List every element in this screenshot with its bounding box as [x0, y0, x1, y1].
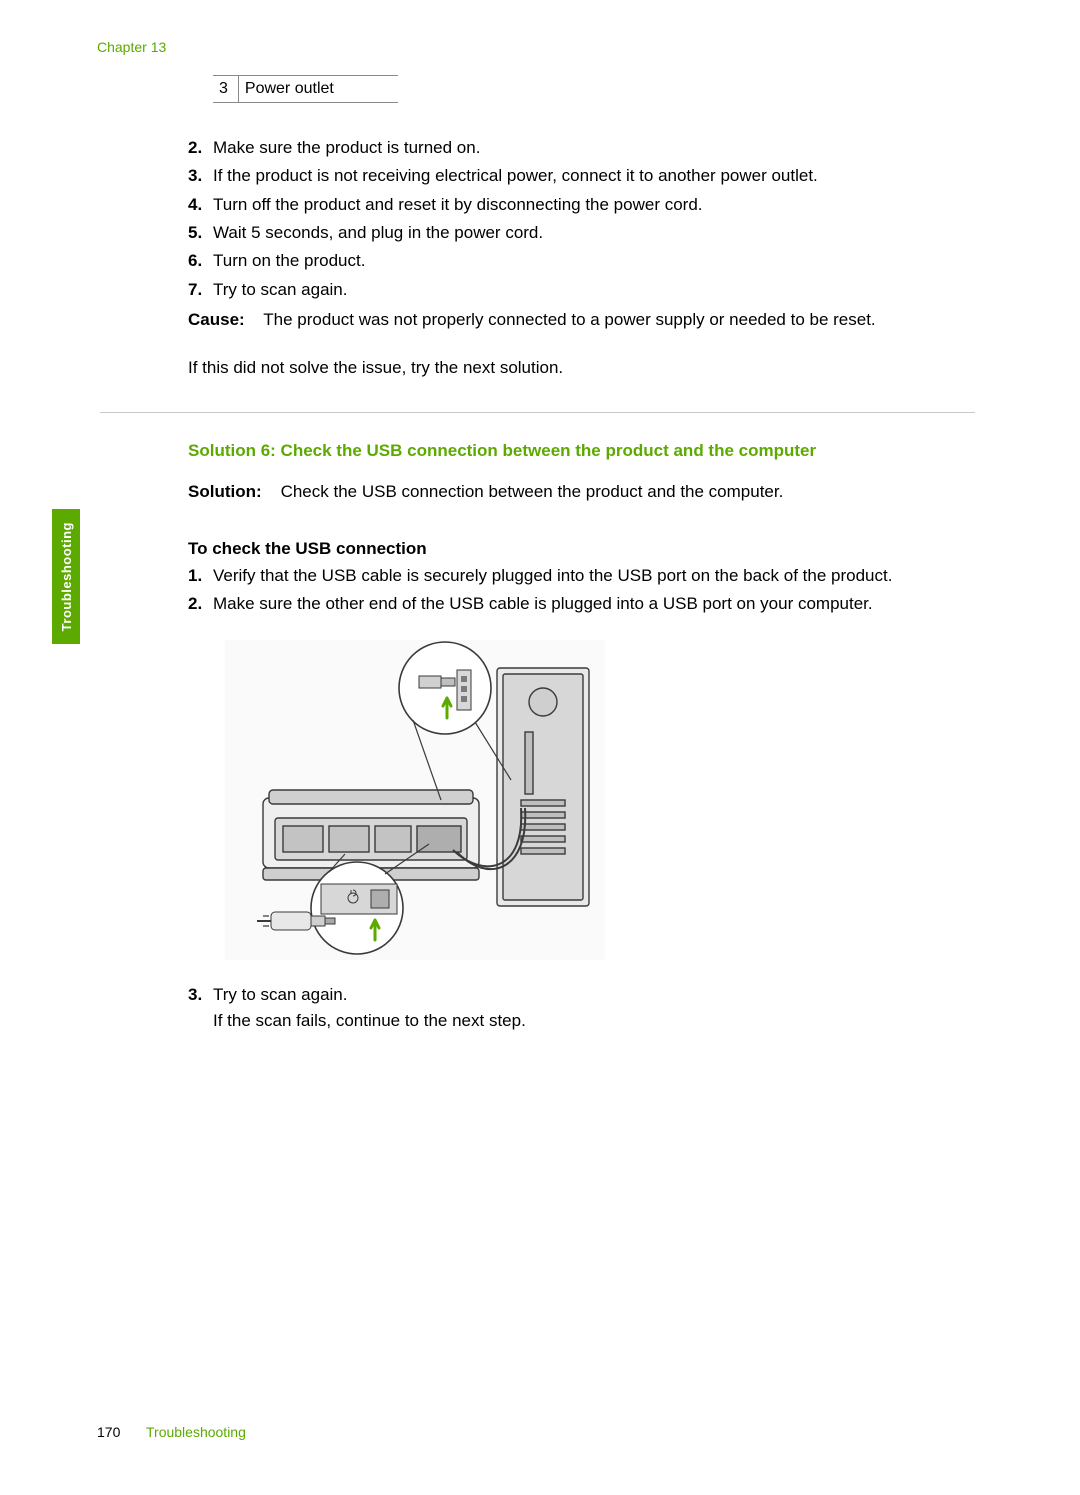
footer-section: Troubleshooting	[146, 1424, 246, 1440]
legend-table: 3 Power outlet	[213, 75, 398, 103]
step-num: 1.	[188, 563, 202, 589]
usb-subheading: To check the USB connection	[188, 539, 975, 559]
list-item: 1. Verify that the USB cable is securely …	[155, 563, 975, 589]
step-num: 3.	[188, 163, 202, 189]
step-text: Turn off the product and reset it by dis…	[213, 195, 703, 214]
list-item: 4. Turn off the product and reset it by d…	[155, 192, 975, 218]
step-num: 2.	[188, 591, 202, 617]
step-text: Make sure the other end of the USB cable…	[213, 594, 873, 613]
list-item: 2. Make sure the other end of the USB cab…	[155, 591, 975, 617]
cause-text: The product was not properly connected t…	[263, 310, 875, 329]
sidebar-tab-troubleshooting: Troubleshooting	[52, 509, 80, 644]
cause-paragraph: Cause: The product was not properly conn…	[188, 307, 975, 333]
table-row: 3 Power outlet	[213, 76, 398, 103]
step-text: Wait 5 seconds, and plug in the power co…	[213, 223, 543, 242]
solution-text: Check the USB connection between the pro…	[281, 482, 784, 501]
list-item: 7. Try to scan again.	[155, 277, 975, 303]
cause-label: Cause:	[188, 310, 245, 329]
solution-label: Solution:	[188, 482, 262, 501]
step-text: Turn on the product.	[213, 251, 365, 270]
step-num: 3.	[188, 982, 202, 1008]
list-item: 3. Try to scan again. If the scan fails,…	[155, 982, 975, 1035]
step-num: 7.	[188, 277, 202, 303]
step-num: 6.	[188, 248, 202, 274]
page-content: 3 Power outlet 2. Make sure the product i…	[155, 75, 975, 1036]
followup-text: If this did not solve the issue, try the…	[188, 355, 975, 381]
page-number: 170	[97, 1424, 120, 1440]
step-num: 2.	[188, 135, 202, 161]
step-text: Verify that the USB cable is securely pl…	[213, 566, 892, 585]
step-num: 5.	[188, 220, 202, 246]
steps-list-top: 2. Make sure the product is turned on. 3.…	[155, 135, 975, 303]
list-item: 5. Wait 5 seconds, and plug in the power …	[155, 220, 975, 246]
step-num: 4.	[188, 192, 202, 218]
step-text: Try to scan again.	[213, 985, 348, 1004]
chapter-header: Chapter 13	[97, 39, 166, 55]
step-text: If the product is not receiving electric…	[213, 166, 818, 185]
step-text-line2: If the scan fails, continue to the next …	[213, 1011, 526, 1030]
legend-num: 3	[213, 76, 238, 103]
legend-label: Power outlet	[238, 76, 398, 103]
step-text: Make sure the product is turned on.	[213, 138, 480, 157]
list-item: 6. Turn on the product.	[155, 248, 975, 274]
usb-connection-illustration	[225, 640, 605, 960]
list-item: 3. If the product is not receiving electr…	[155, 163, 975, 189]
step-text: Try to scan again.	[213, 280, 348, 299]
sidebar-tab-label: Troubleshooting	[59, 522, 74, 631]
solution6-heading: Solution 6: Check the USB connection bet…	[188, 441, 975, 461]
solution-paragraph: Solution: Check the USB connection betwe…	[188, 479, 975, 505]
steps-list-usb-cont: 3. Try to scan again. If the scan fails,…	[155, 982, 975, 1035]
steps-list-usb: 1. Verify that the USB cable is securely …	[155, 563, 975, 618]
page-footer: 170 Troubleshooting	[97, 1424, 246, 1440]
list-item: 2. Make sure the product is turned on.	[155, 135, 975, 161]
divider	[100, 412, 975, 413]
